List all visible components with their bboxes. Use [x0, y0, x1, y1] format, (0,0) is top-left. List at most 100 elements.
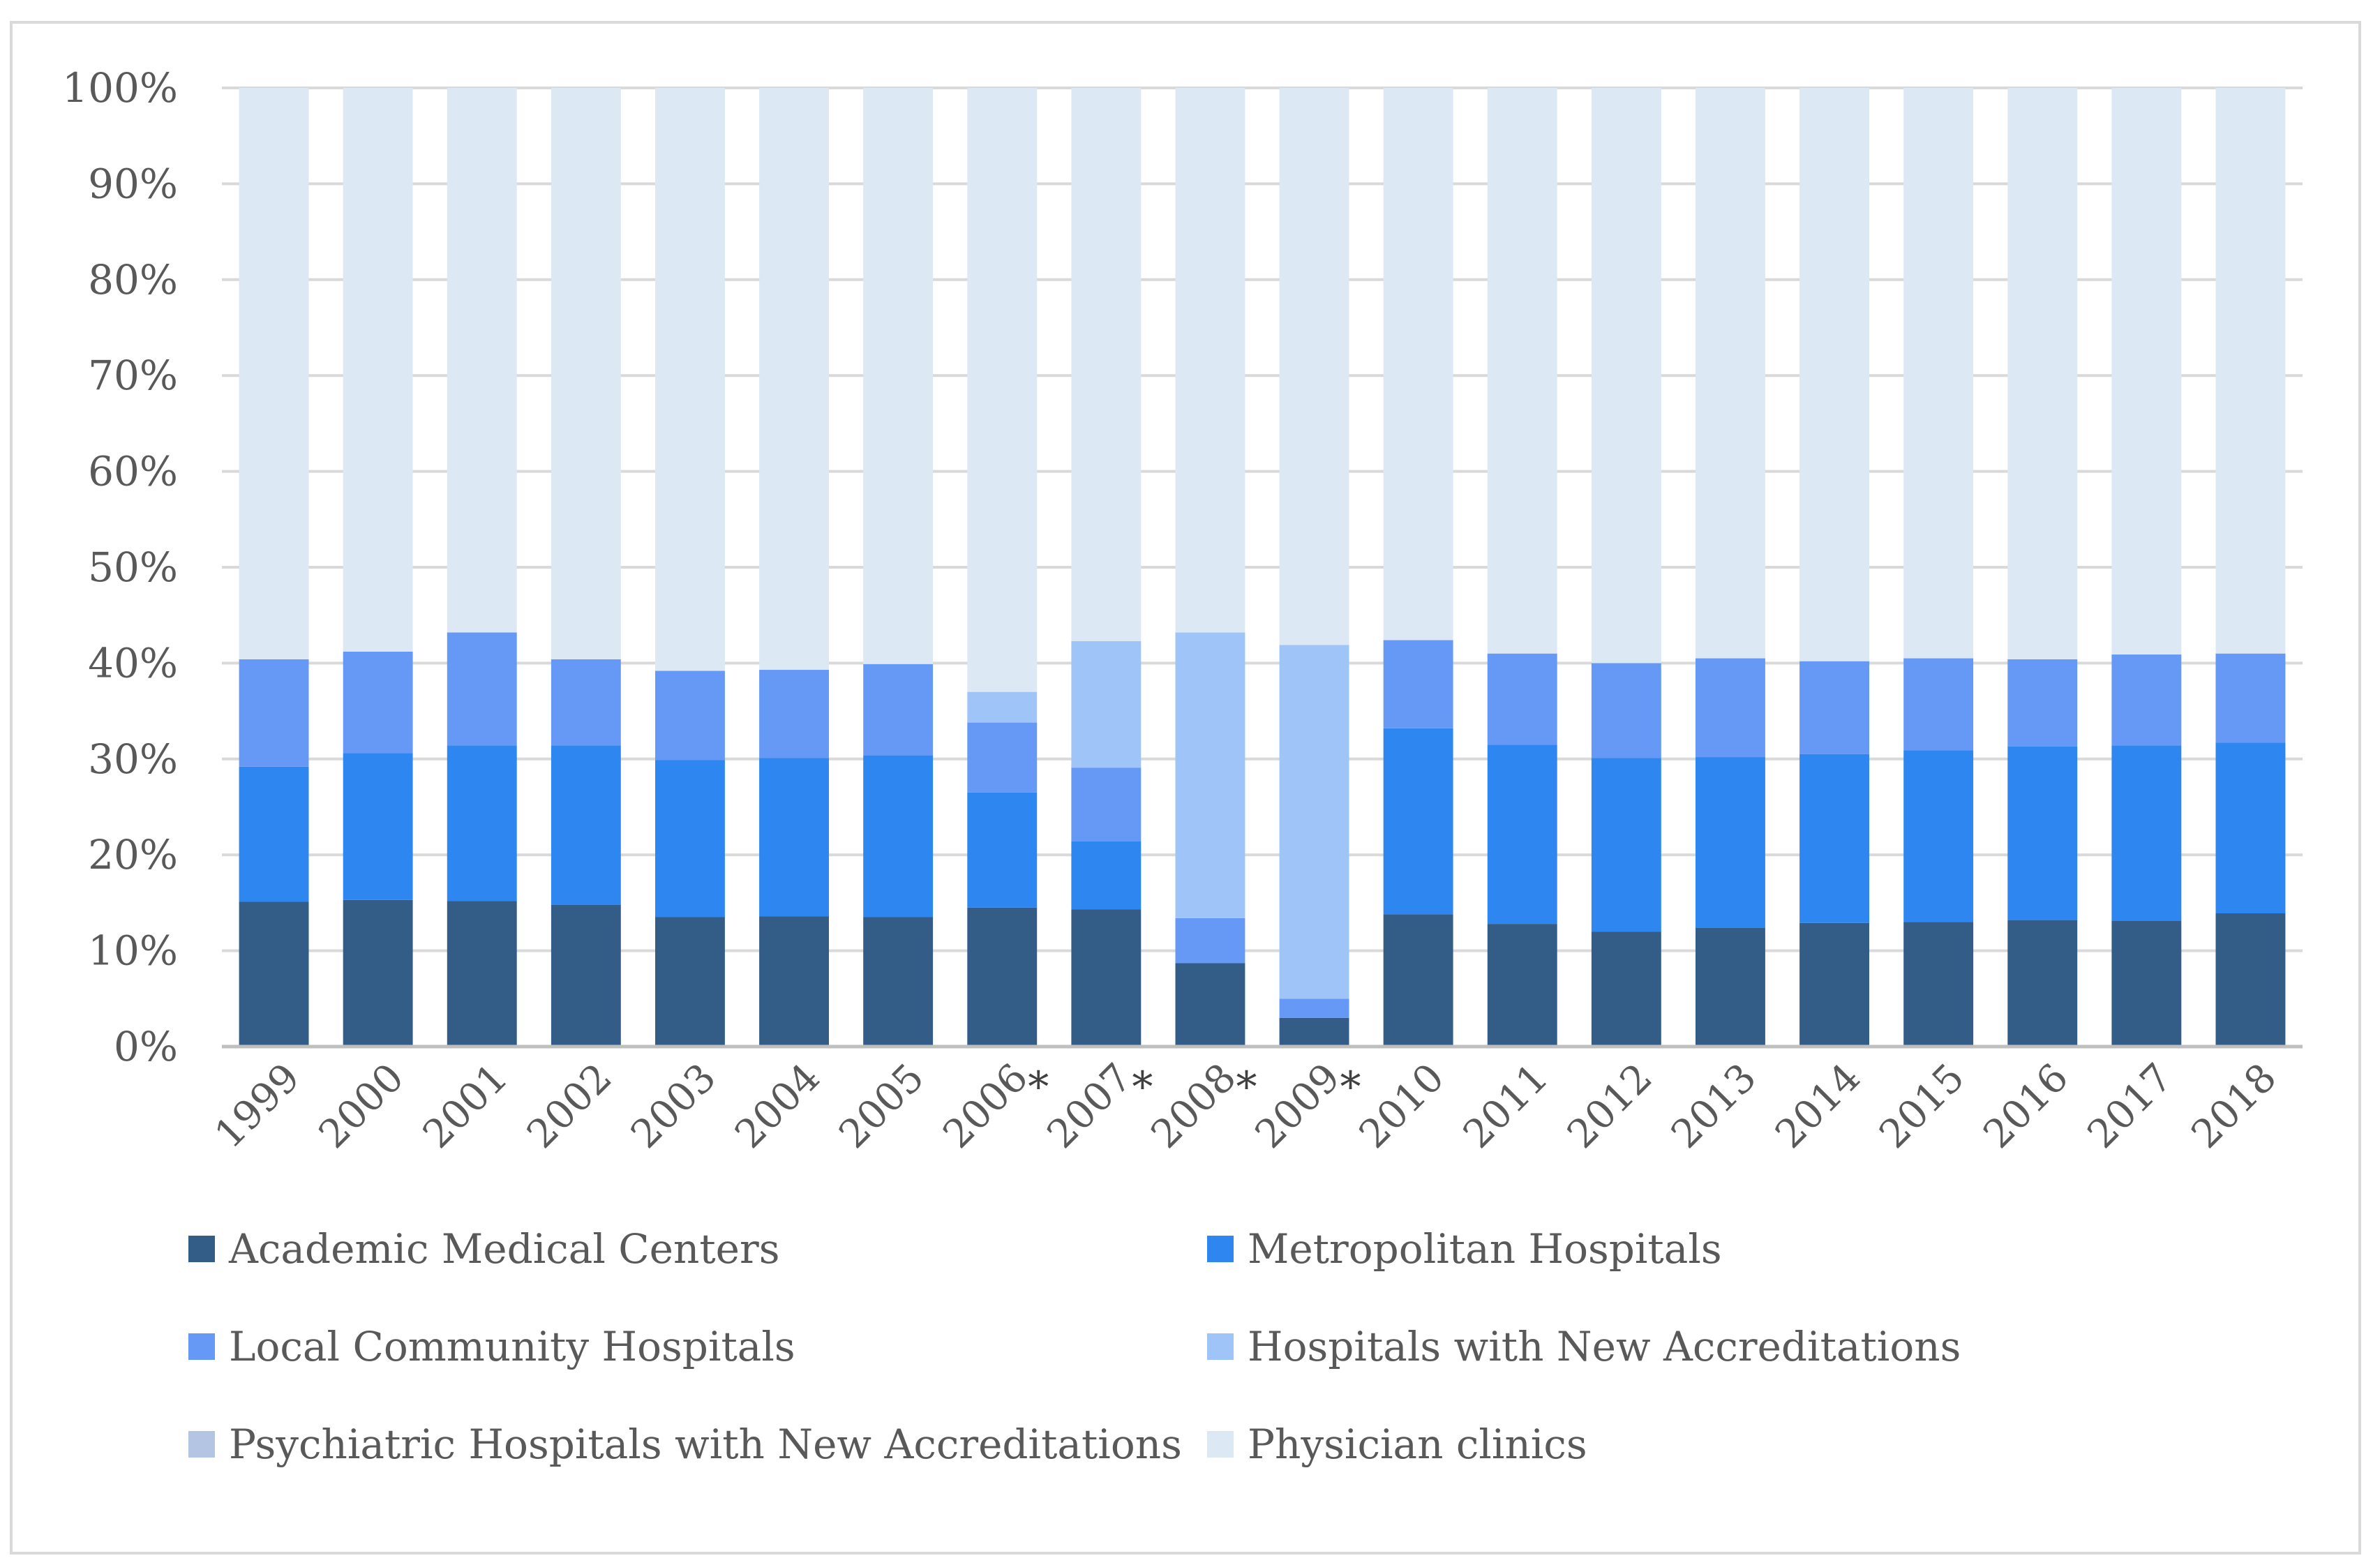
bar-segment — [967, 722, 1038, 793]
bar-segment — [2007, 659, 2078, 747]
bar-segment — [2111, 745, 2182, 922]
bar-segment — [759, 758, 829, 917]
bar-segment — [343, 899, 413, 1047]
bar-segment — [1903, 658, 1974, 751]
bar-segment — [1903, 750, 1974, 922]
bar-segment — [1071, 767, 1142, 841]
bar-segment — [1071, 909, 1142, 1047]
bar-segment — [1071, 841, 1142, 910]
bar-segment — [2111, 921, 2182, 1047]
bar-segment — [967, 691, 1038, 723]
footnote-star: * — [1236, 1063, 1257, 1111]
bar-segment — [447, 632, 517, 746]
x-tick-label: 2017 — [2079, 1055, 2182, 1158]
bar-segment — [1383, 914, 1453, 1047]
bar-segment — [1591, 663, 1661, 758]
x-tick-label: 2006 — [934, 1055, 1037, 1158]
y-tick-label: 20% — [88, 831, 178, 878]
bar-segment — [239, 766, 309, 902]
bar-segment — [1591, 931, 1661, 1047]
bar-segment — [759, 88, 829, 671]
bar-segment — [2215, 742, 2286, 914]
y-tick-label: 100% — [62, 64, 178, 112]
y-tick-label: 50% — [88, 544, 178, 591]
bar-segment — [655, 760, 725, 918]
y-axis: 0% 10% 20% 30% 40% 50% 60% 70% 80% 90% 100% — [62, 64, 178, 1070]
bar-segment — [863, 755, 934, 918]
bar-segment — [1071, 641, 1142, 768]
bar-segment — [1696, 927, 1765, 1047]
bar-segment — [1696, 757, 1765, 928]
bar-segment — [1279, 998, 1349, 1018]
bar-segment — [239, 659, 309, 767]
bar-segment — [759, 916, 829, 1047]
bar-segment — [1799, 88, 1869, 661]
bar-segment — [1799, 922, 1869, 1047]
bar-segment — [239, 901, 309, 1047]
x-tick-label: 2004 — [726, 1055, 829, 1158]
bar-segment — [2007, 88, 2078, 659]
x-tick-label: 2009 — [1247, 1055, 1349, 1158]
bar-segment — [2111, 654, 2182, 746]
x-tick-label: 2002 — [518, 1055, 621, 1158]
x-tick-label: 2013 — [1663, 1055, 1765, 1158]
bar-segment — [967, 88, 1038, 692]
bar-segment — [551, 745, 621, 905]
x-axis: 1999 2000 2001 2002 2003 2004 2005 2006*2007*20… — [207, 1044, 2303, 1158]
y-tick-label: 0% — [114, 1023, 178, 1070]
bar-segment — [1175, 632, 1245, 918]
bar-segment — [2111, 88, 2182, 655]
bar-segment — [343, 753, 413, 900]
bar-segment — [343, 88, 413, 652]
y-tick-label: 40% — [88, 639, 178, 687]
bar-segment — [1903, 88, 1974, 659]
bar-segment — [239, 88, 309, 659]
bar-segment — [1903, 922, 1974, 1047]
bar-segment — [551, 88, 621, 659]
bar-segment — [1696, 88, 1765, 659]
bar-segment — [1279, 88, 1349, 645]
bar-segment — [447, 901, 517, 1047]
footnote-star: * — [1132, 1063, 1153, 1111]
bar-segment — [1487, 88, 1557, 654]
bar-segment — [551, 904, 621, 1047]
bar-segment — [1591, 758, 1661, 932]
bar-segment — [655, 917, 725, 1047]
x-tick-label: 2010 — [1351, 1055, 1453, 1158]
bar-segment — [1487, 924, 1557, 1047]
y-tick-label: 90% — [88, 160, 178, 207]
bar-segment — [1696, 658, 1765, 758]
bar-segment — [759, 670, 829, 758]
bar-segment — [1279, 645, 1349, 999]
bar-segment — [1487, 744, 1557, 924]
y-tick-label: 70% — [88, 352, 178, 399]
bar-segment — [447, 745, 517, 901]
bar-segment — [655, 88, 725, 671]
bar-segment — [1591, 88, 1661, 664]
x-tick-label: 2018 — [2183, 1055, 2286, 1158]
x-tick-label: 2008 — [1143, 1055, 1245, 1158]
bar-segment — [2215, 653, 2286, 743]
bar-segment — [2007, 746, 2078, 920]
bar-segment — [967, 907, 1038, 1047]
bar-segment — [447, 88, 517, 633]
x-tick-label: 2011 — [1455, 1055, 1557, 1158]
bar-segment — [655, 671, 725, 761]
bar-segment — [863, 88, 934, 664]
y-tick-label: 80% — [88, 256, 178, 304]
bar-segment — [2007, 920, 2078, 1047]
x-tick-label: 2015 — [1871, 1055, 1973, 1158]
bar-segment — [343, 651, 413, 754]
x-tick-label: 2003 — [622, 1055, 725, 1158]
bar-segment — [2215, 913, 2286, 1047]
x-tick-label: 2016 — [1975, 1055, 2077, 1158]
bar-segment — [863, 917, 934, 1047]
bar-segment — [551, 659, 621, 746]
bar-segment — [1175, 918, 1245, 964]
bar-segment — [1071, 88, 1142, 641]
bars — [239, 88, 2286, 1047]
bar-segment — [1279, 1017, 1349, 1047]
x-tick-label: 2001 — [414, 1055, 517, 1158]
bar-segment — [1383, 640, 1453, 728]
